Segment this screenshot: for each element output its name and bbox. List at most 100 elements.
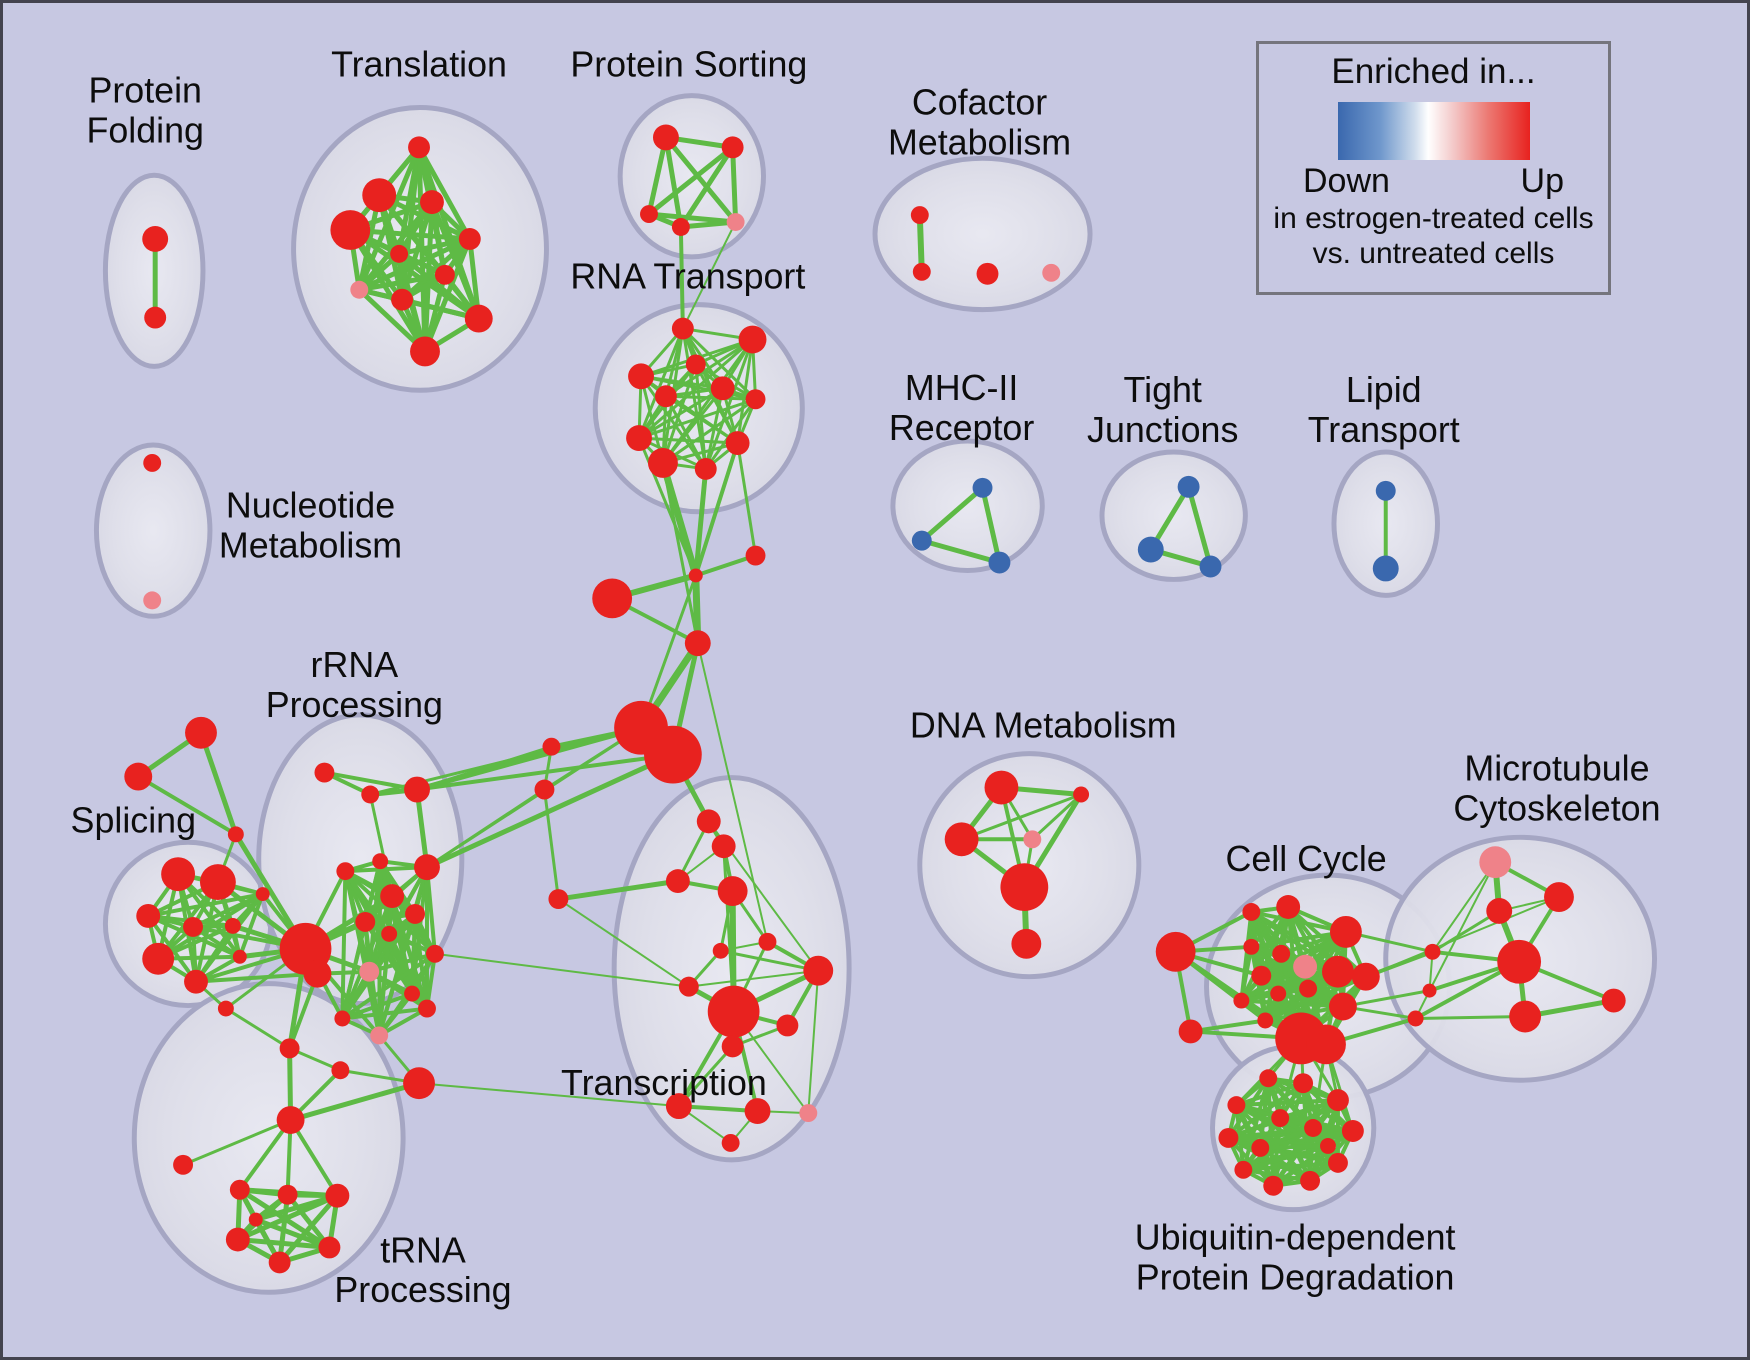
enrichment-edge: [1431, 861, 1497, 953]
gene-set-node: [1155, 931, 1196, 972]
enrichment-edge: [1030, 792, 1083, 841]
enrichment-edge: [637, 436, 740, 445]
gene-set-node: [161, 857, 196, 892]
gene-set-node: [403, 1067, 435, 1100]
gene-set-node: [1479, 846, 1512, 879]
enrichment-edge: [736, 441, 758, 558]
gene-set-node: [988, 551, 1011, 574]
gene-set-node: [738, 325, 767, 354]
gene-set-node: [229, 1179, 250, 1200]
gene-set-node: [1011, 928, 1042, 959]
gene-set-node: [248, 1212, 263, 1227]
enrichment-edge: [730, 144, 739, 225]
gene-set-node: [1322, 955, 1354, 988]
gene-set-node: [1300, 1170, 1321, 1191]
gene-set-node: [548, 889, 569, 909]
enrichment-edge: [960, 792, 1083, 841]
gene-set-node: [694, 457, 717, 480]
gene-set-node: [711, 834, 736, 859]
enrichment-edge: [646, 144, 736, 217]
gene-set-node: [390, 244, 409, 263]
gene-set-node: [912, 262, 931, 281]
gene-set-node: [648, 448, 678, 478]
gene-set-node: [534, 779, 555, 800]
cofactor-metabolism-label: Cofactor Metabolism: [888, 83, 1071, 163]
gene-set-node: [1497, 939, 1542, 984]
gene-set-node: [1326, 1089, 1349, 1112]
enrichment-edge: [288, 1118, 340, 1198]
enrichment-edge: [367, 969, 429, 1011]
enrichment-edge: [418, 1082, 680, 1108]
enrichment-edge: [367, 951, 437, 974]
gene-set-node: [1351, 962, 1380, 991]
enrichment-edge: [1428, 861, 1497, 992]
gene-set-node: [1023, 830, 1042, 849]
enrichment-edge: [146, 892, 265, 918]
gene-set-node: [626, 425, 652, 452]
gene-set-node: [1178, 1019, 1203, 1044]
gene-set-node: [678, 976, 699, 997]
nucleotide-metabolism-label: Nucleotide Metabolism: [219, 486, 402, 566]
enrichment-edge: [678, 225, 685, 331]
gene-set-node: [1328, 992, 1357, 1021]
enrichment-edge: [340, 991, 415, 1021]
rrna-processing-label: rRNA Processing: [266, 645, 443, 725]
gene-set-node: [721, 1133, 740, 1152]
enrichment-edge: [253, 1193, 340, 1223]
enrichment-edge: [288, 1080, 422, 1123]
enrichment-edge: [646, 211, 739, 225]
enrichment-edge: [659, 459, 700, 579]
protein-sorting-label: Protein Sorting: [570, 45, 807, 85]
gene-set-node: [217, 1000, 234, 1017]
gene-set-node: [1271, 1109, 1290, 1128]
gene-set-node: [1218, 1128, 1239, 1148]
enrichment-edge: [356, 272, 448, 293]
gene-set-node: [434, 264, 455, 285]
legend-caption-line1: in estrogen-treated cells: [1273, 202, 1594, 235]
enrichment-edge: [681, 327, 708, 471]
gene-set-node: [685, 354, 706, 375]
mhc-ii-receptor-label: MHC-II Receptor: [889, 368, 1034, 448]
enrichment-edge: [1234, 1098, 1340, 1108]
enrichment-edge: [661, 386, 725, 465]
enrichment-edge: [277, 1193, 340, 1265]
enrichment-edge: [693, 441, 740, 578]
network-svg: Protein Folding Translation Protein Sorting…: [71, 45, 1661, 1311]
enrichment-edge: [676, 1104, 760, 1114]
enrichment-edge: [694, 362, 740, 445]
enrichment-edge: [919, 485, 986, 544]
gene-set-node: [726, 213, 745, 231]
gene-set-node: [255, 887, 270, 902]
enrichment-edge: [237, 892, 265, 959]
gene-set-node: [1242, 903, 1261, 921]
gene-set-node: [325, 1183, 350, 1208]
gene-set-node: [592, 578, 633, 619]
legend: Enriched in... Down Up in estrogen-treat…: [1256, 41, 1611, 295]
enrichment-edge: [736, 338, 755, 445]
gene-set-node: [173, 1154, 194, 1175]
enrichment-edge: [637, 327, 685, 440]
gene-set-node: [725, 431, 750, 455]
gene-set-node: [410, 336, 440, 367]
enrichment-edge: [396, 236, 473, 257]
gene-set-node: [143, 591, 162, 610]
enrichment-edge: [194, 971, 320, 984]
gene-set-node: [1233, 992, 1250, 1009]
enrichment-edge: [663, 134, 684, 230]
gene-set-node: [355, 911, 376, 932]
enrichment-edge: [416, 144, 473, 242]
enrichment-edge: [1239, 998, 1345, 1009]
gene-set-node: [380, 884, 405, 908]
enrichment-edge: [1234, 1081, 1306, 1108]
gene-set-node: [268, 1251, 291, 1274]
gene-set-node: [227, 826, 244, 843]
gene-set-node: [1329, 915, 1362, 948]
enrichment-edge: [678, 219, 739, 230]
legend-up-label: Up: [1520, 162, 1564, 200]
gene-set-node: [710, 376, 735, 401]
gene-set-node: [414, 854, 440, 881]
gene-set-node: [1422, 983, 1437, 998]
enrichment-edge: [396, 251, 482, 322]
enrichment-edge: [807, 969, 820, 1115]
gene-set-node: [972, 477, 993, 498]
